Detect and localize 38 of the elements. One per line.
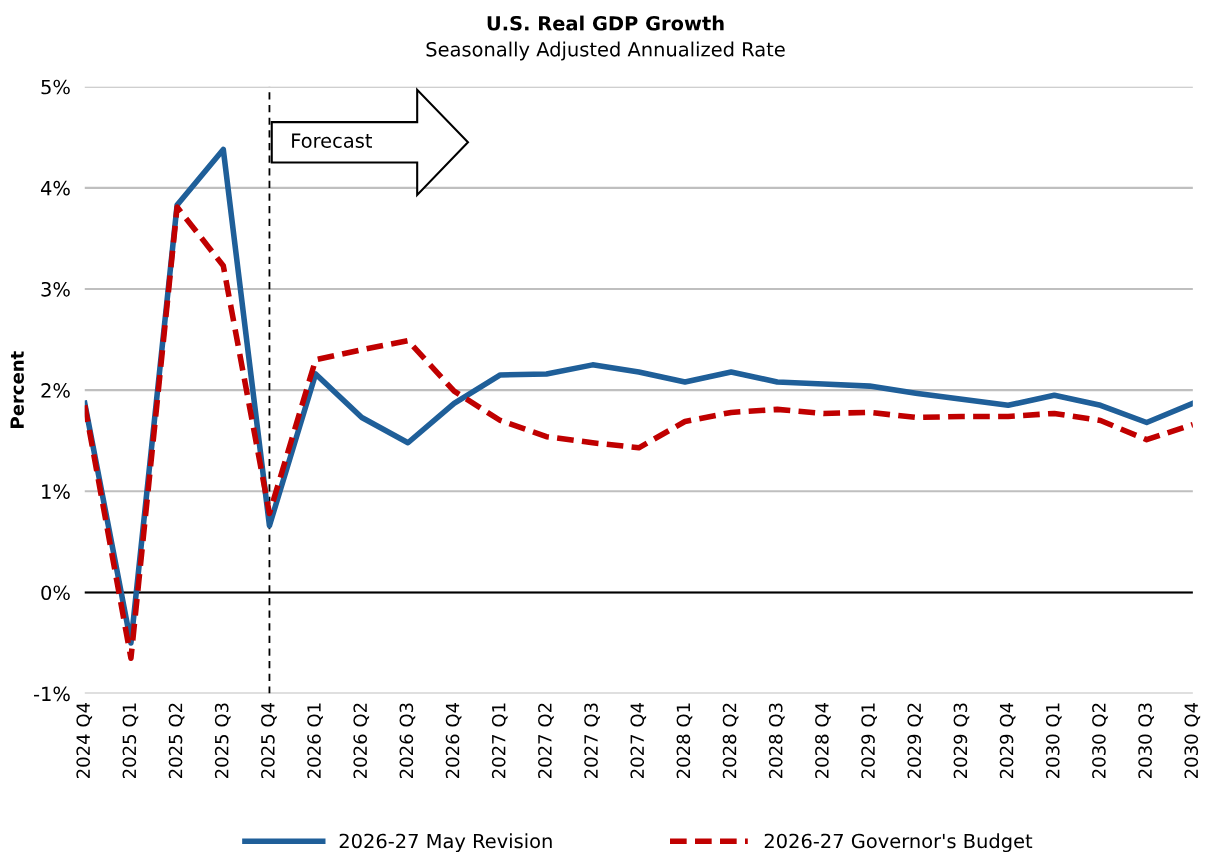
x-tick-label: 2028 Q4 — [815, 702, 831, 778]
y-tick-label: 2% — [41, 383, 70, 398]
x-tick-label: 2025 Q1 — [122, 703, 139, 778]
y-tick-label: 3% — [41, 281, 70, 297]
legend-label: 2026-27 Governor's Budget — [764, 833, 1033, 853]
x-tick-label: 2025 Q4 — [261, 702, 277, 778]
x-tick-label: 2027 Q1 — [491, 703, 508, 778]
x-tick-label: 2030 Q4 — [1184, 702, 1201, 778]
chart-subtitle: Seasonally Adjusted Annualized Rate — [426, 41, 785, 61]
chart-title: U.S. Real GDP Growth — [487, 15, 724, 31]
annotation: Forecast — [292, 133, 373, 148]
x-tick-label: 2026 Q1 — [307, 703, 323, 778]
x-tick-label: 2025 Q3 — [214, 703, 231, 778]
x-tick-label: 2027 Q2 — [538, 703, 554, 778]
x-tick-label: 2028 Q1 — [676, 703, 693, 778]
x-tick-label: 2026 Q3 — [399, 703, 416, 778]
y-tick-label: 5% — [41, 79, 70, 95]
x-tick-label: 2027 Q3 — [584, 703, 600, 778]
legend-label: 2026-27 May Revision — [339, 833, 552, 853]
x-tick-label: 2029 Q1 — [861, 703, 877, 778]
y-axis-title: Percent — [10, 351, 24, 428]
x-tick-label: 2029 Q3 — [953, 703, 970, 778]
x-tick-label: 2030 Q3 — [1138, 703, 1154, 778]
x-tick-label: 2027 Q4 — [630, 702, 647, 778]
x-tick-label: 2025 Q2 — [168, 703, 185, 778]
y-tick-label: 0% — [41, 585, 70, 601]
x-tick-label: 2029 Q4 — [999, 702, 1016, 778]
x-tick-label: 2029 Q2 — [907, 703, 924, 778]
x-tick-label: 2026 Q2 — [353, 703, 370, 778]
y-tick-label: -1% — [33, 686, 70, 702]
x-tick-label: 2030 Q1 — [1045, 703, 1062, 778]
x-tick-label: 2024 Q4 — [76, 702, 93, 778]
x-tick-label: 2026 Q4 — [445, 702, 462, 778]
y-tick-label: 4% — [40, 180, 70, 196]
x-tick-label: 2028 Q3 — [768, 703, 785, 778]
y-tick-label: 1% — [42, 484, 70, 499]
x-tick-label: 2030 Q2 — [1092, 703, 1108, 778]
x-tick-label: 2028 Q2 — [722, 703, 739, 778]
